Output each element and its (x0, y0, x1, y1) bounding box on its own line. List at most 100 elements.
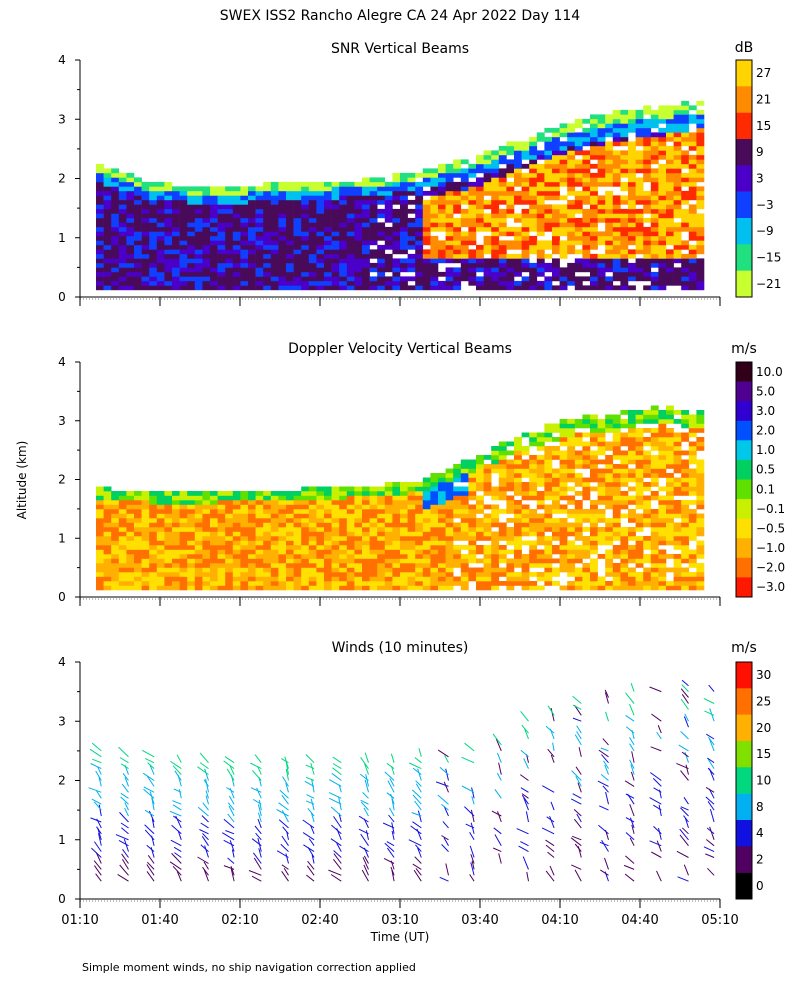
y-tick-label: 4 (58, 355, 66, 369)
heatmap-cell (468, 213, 477, 219)
wind-barb (93, 860, 102, 870)
heatmap-cell (293, 540, 302, 546)
heatmap-cell (590, 258, 598, 264)
heatmap-cell (187, 258, 196, 264)
heatmap-cell (172, 271, 180, 277)
heatmap-cell (384, 280, 393, 286)
heatmap-cell (111, 531, 120, 537)
heatmap-cell (491, 280, 500, 286)
heatmap-cell (270, 222, 279, 228)
heatmap-cell (635, 267, 644, 273)
heatmap-cell (544, 267, 553, 273)
heatmap-cell (225, 509, 234, 514)
heatmap-cell (438, 486, 446, 492)
wind-barb (629, 837, 635, 846)
heatmap-cell (628, 459, 636, 465)
heatmap-cell (263, 545, 272, 550)
heatmap-cell (354, 217, 363, 223)
heatmap-cell (263, 262, 272, 268)
heatmap-cell (514, 464, 522, 469)
heatmap-cell (552, 150, 560, 156)
wind-profile (649, 686, 662, 882)
heatmap-cell (468, 163, 477, 169)
colorbar-swatch (736, 381, 752, 402)
heatmap-cell (688, 482, 697, 487)
heatmap-cell (392, 491, 401, 496)
heatmap-cell (453, 163, 462, 169)
heatmap-cell (673, 190, 682, 196)
wind-barb (629, 817, 635, 829)
heatmap-cell (324, 217, 332, 223)
heatmap-cell (301, 240, 310, 246)
wind-barb (311, 813, 315, 823)
heatmap-cell (597, 208, 606, 214)
heatmap-cell (590, 419, 598, 424)
heatmap-cell (460, 509, 469, 514)
heatmap-cell (605, 267, 614, 273)
heatmap-cell (445, 567, 454, 573)
heatmap-cell (521, 482, 530, 487)
colorbar-swatch (736, 662, 752, 689)
heatmap-cell (187, 213, 196, 219)
heatmap-cell (316, 262, 325, 268)
heatmap-cell (377, 504, 386, 510)
heatmap-cell (445, 486, 454, 492)
heatmap-cell (498, 258, 507, 264)
heatmap-cell (491, 504, 500, 510)
wind-barb (257, 812, 262, 823)
heatmap-cell (103, 235, 112, 241)
heatmap-cell (369, 536, 378, 541)
heatmap-cell (650, 437, 659, 442)
heatmap-cell (666, 177, 674, 183)
heatmap-cell (369, 249, 378, 255)
heatmap-cell (278, 585, 287, 591)
heatmap-cell (384, 258, 393, 264)
heatmap-cell (438, 199, 446, 205)
heatmap-cell (346, 181, 355, 187)
heatmap-cell (369, 509, 378, 514)
heatmap-cell (673, 199, 682, 205)
heatmap-cell (194, 527, 203, 532)
wind-barb (386, 847, 395, 858)
heatmap-cell (643, 518, 652, 523)
wind-barb (276, 809, 289, 817)
heatmap-cell (179, 545, 188, 550)
heatmap-cell (635, 154, 644, 160)
heatmap-cell (544, 145, 553, 151)
heatmap-cell (210, 513, 218, 519)
heatmap-cell (552, 208, 560, 214)
heatmap-cell (286, 585, 294, 591)
heatmap-cell (96, 267, 104, 273)
wind-barb (391, 798, 395, 811)
heatmap-cell (620, 423, 629, 429)
heatmap-cell (308, 190, 317, 196)
heatmap-cell (628, 446, 636, 451)
heatmap-cell (582, 195, 591, 201)
heatmap-cell (658, 204, 667, 210)
heatmap-cell (354, 276, 363, 282)
heatmap-cell (559, 563, 568, 568)
heatmap-cell (400, 576, 408, 582)
heatmap-cell (605, 123, 614, 129)
heatmap-cell (118, 522, 127, 528)
heatmap-cell (346, 504, 355, 510)
colorbar-swatch (736, 793, 752, 821)
heatmap-cell (544, 172, 553, 178)
heatmap-cell (194, 549, 203, 555)
heatmap-cell (582, 249, 591, 255)
heatmap-cell (270, 572, 279, 577)
heatmap-cell (339, 581, 348, 586)
heatmap-cell (574, 527, 583, 532)
heatmap-cell (521, 181, 530, 187)
heatmap-cell (643, 428, 652, 433)
heatmap-cell (187, 518, 196, 523)
heatmap-cell (134, 513, 142, 519)
wind-barb (227, 802, 235, 811)
heatmap-cell (673, 486, 682, 492)
heatmap-cell (210, 262, 218, 268)
heatmap-cell (354, 495, 363, 501)
heatmap-cell (521, 145, 530, 151)
heatmap-cell (255, 554, 264, 559)
heatmap-cell (620, 213, 629, 219)
heatmap-cell (620, 495, 629, 501)
